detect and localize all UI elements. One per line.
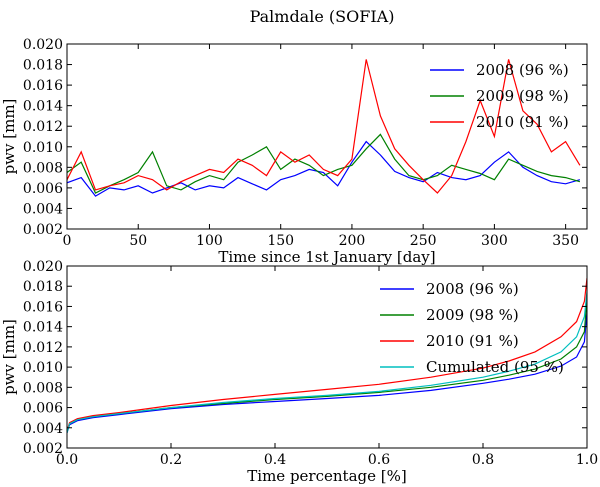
legend: 2008 (96 %) 2009 (98 %) 2010 (91 %) Cumulat… — [380, 280, 564, 376]
y-tick-label: 0.020 — [23, 37, 63, 53]
legend-label: 2009 (98 %) — [476, 87, 569, 105]
legend-label: 2010 (91 %) — [426, 332, 519, 350]
y-tick-label: 0.010 — [23, 140, 63, 156]
x-axis-label: Time percentage [%] — [247, 467, 406, 485]
y-tick-label: 0.014 — [23, 99, 63, 115]
y-tick-label: 0.008 — [23, 160, 63, 176]
x-tick-label: 0.0 — [56, 452, 78, 468]
x-tick-label: 0.2 — [160, 452, 182, 468]
y-tick-label: 0.014 — [23, 320, 63, 336]
x-tick-label: 200 — [339, 233, 366, 249]
y-tick-label: 0.018 — [23, 279, 63, 295]
y-tick-label: 0.016 — [23, 78, 63, 94]
series-line-2 — [67, 59, 581, 194]
y-tick-label: 0.020 — [23, 259, 63, 275]
plot-frame — [66, 265, 588, 449]
y-tick-label: 0.006 — [23, 401, 63, 417]
legend-label: 2009 (98 %) — [426, 306, 519, 324]
y-tick-label: 0.012 — [23, 340, 63, 356]
y-axis-label: pwv [mm] — [0, 99, 18, 175]
y-tick-label: 0.008 — [23, 380, 63, 396]
x-tick-label: 150 — [267, 233, 294, 249]
y-tick-label: 0.006 — [23, 181, 63, 197]
y-tick-label: 0.018 — [23, 58, 63, 74]
series-line-3 — [67, 291, 587, 433]
x-tick-label: 100 — [196, 233, 223, 249]
y-tick-label: 0.002 — [23, 222, 63, 238]
y-tick-label: 0.010 — [23, 360, 63, 376]
x-tick-label: 350 — [552, 233, 579, 249]
x-tick-label: 0.6 — [368, 452, 390, 468]
plot-frame — [66, 43, 588, 230]
x-tick-label: 0 — [63, 233, 72, 249]
legend-label: 2010 (91 %) — [476, 113, 569, 131]
legend-label: 2008 (96 %) — [426, 280, 519, 298]
legend: 2008 (96 %) 2009 (98 %) 2010 (91 %) — [430, 61, 569, 131]
x-axis-label: Time since 1st January [day] — [218, 248, 435, 266]
x-tick-label: 0.4 — [264, 452, 286, 468]
x-tick-label: 250 — [410, 233, 437, 249]
charts-layer: 0 50 100 150 200 250 300 3500.0020.0040.0060.00… — [0, 37, 598, 485]
legend-label: Cumulated (95 %) — [426, 358, 564, 376]
chart-time-series: 0 50 100 150 200 250 300 350 0.002 0.004 0.006 0.00… — [0, 37, 588, 266]
series-line-0 — [67, 140, 581, 197]
y-axis-label: pwv [mm] — [0, 319, 18, 395]
y-tick-label: 0.016 — [23, 299, 63, 315]
y-tick-label: 0.012 — [23, 119, 63, 135]
x-tick-label: 300 — [481, 233, 508, 249]
x-tick-label: 50 — [129, 233, 147, 249]
x-tick-label: 1.0 — [576, 452, 598, 468]
x-tick-label: 0.8 — [472, 452, 494, 468]
y-tick-label: 0.004 — [23, 201, 63, 217]
chart-cumulative: 0.0 0.2 0.4 0.6 0.8 1.0 0.002 0.004 0.006 0.008 0.… — [0, 259, 598, 485]
series-line-1 — [67, 133, 581, 194]
y-tick-label: 0.002 — [23, 441, 63, 457]
series-line-2 — [67, 278, 587, 431]
series-line-0 — [67, 311, 587, 433]
legend-label: 2008 (96 %) — [476, 61, 569, 79]
y-tick-label: 0.004 — [23, 421, 63, 437]
figure-title: Palmdale (SOFIA) — [250, 7, 395, 26]
